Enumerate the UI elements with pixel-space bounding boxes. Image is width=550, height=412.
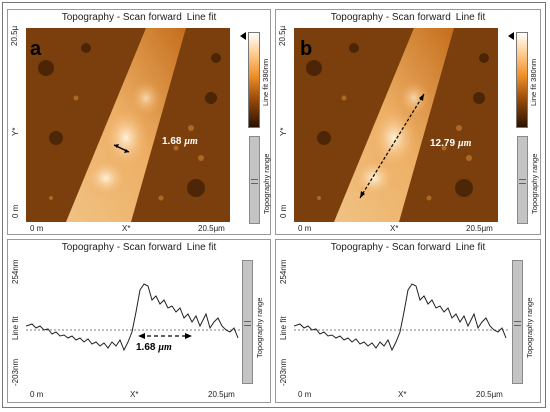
- panel-b-profile: Topography - Scan forward Line fit 254nm …: [275, 239, 541, 403]
- panel-b-colorbar: [516, 32, 528, 128]
- range-marker: [244, 321, 251, 326]
- panel-b-range-bar: [517, 136, 528, 224]
- panel-a-letter: a: [30, 38, 42, 60]
- panel-a-profile-title: Topography - Scan forward Line fit: [61, 242, 217, 253]
- panel-b-y-bottom: 0 m: [279, 204, 288, 218]
- panel-a-x-mid: X*: [122, 224, 131, 233]
- panel-b-profile-plot: [293, 256, 508, 386]
- panel-a-range-label: Topography range: [262, 153, 271, 214]
- panel-a-profile-range-bar: [242, 260, 253, 384]
- panel-b-image: Topography - Scan forward Line fit 20.5µ …: [275, 9, 541, 235]
- panel-b-profile-x-right: 20.5µm: [476, 390, 503, 399]
- panel-a-image: Topography - Scan forward Line fit 20.5µ …: [7, 9, 271, 235]
- panel-b-y-mid: Y*: [279, 127, 288, 136]
- panel-a-profile-x-right: 20.5µm: [208, 390, 235, 399]
- panel-b-colorbar-marker: [508, 32, 514, 40]
- range-marker: [514, 321, 521, 326]
- figure-frame: Topography - Scan forward Line fit 20.5µ …: [2, 2, 546, 408]
- panel-a-profile-y-top: 254nm: [11, 259, 20, 284]
- panel-a-y-mid: Y*: [11, 127, 20, 136]
- panel-b-image-title: Topography - Scan forward Line fit: [330, 12, 486, 23]
- panel-b-measurement: 12.79 µm: [430, 138, 472, 149]
- panel-b-x-mid: X*: [390, 224, 399, 233]
- panel-b-profile-y-top: 254nm: [279, 259, 288, 284]
- panel-a-profile-y-mid: Line fit: [11, 316, 20, 340]
- panel-b-afm-image: b 12.79 µm: [294, 28, 498, 222]
- panel-a-x-right: 20.5µm: [198, 224, 225, 233]
- panel-a-image-title: Topography - Scan forward Line fit: [61, 12, 217, 23]
- panel-b-profile-range-bar: [512, 260, 523, 384]
- panel-a-profile-measurement: 1.68 µm: [136, 342, 172, 353]
- panel-a-profile-plot: 1.68 µm: [25, 256, 240, 386]
- panel-a-colorbar-label: Line fit 380nm: [261, 58, 270, 106]
- panel-b-profile-x-mid: X*: [398, 390, 407, 399]
- panel-b-range-label: Topography range: [530, 153, 539, 214]
- panel-b-profile-y-mid: Line fit: [279, 316, 288, 340]
- panel-b-profile-x-left: 0 m: [298, 390, 312, 399]
- panel-a-colorbar: [248, 32, 260, 128]
- panel-a-profile-x-left: 0 m: [30, 390, 44, 399]
- panel-b-profile-y-bottom: -203nm: [279, 358, 288, 386]
- panel-b-profile-title: Topography - Scan forward Line fit: [330, 242, 486, 253]
- panel-a-x-left: 0 m: [30, 224, 44, 233]
- range-marker: [519, 179, 526, 184]
- panel-a-measurement: 1.68 µm: [162, 136, 198, 147]
- panel-b-x-left: 0 m: [298, 224, 312, 233]
- panel-a-profile-range-label: Topography range: [255, 297, 264, 358]
- range-marker: [251, 179, 258, 184]
- panel-a-y-top: 20.5µ: [10, 25, 19, 46]
- panel-b-x-right: 20.5µm: [466, 224, 493, 233]
- panel-a-profile-y-bottom: -203nm: [11, 358, 20, 386]
- panel-b-profile-range-label: Topography range: [525, 297, 534, 358]
- panel-b-colorbar-label: Line fit 380nm: [529, 58, 538, 106]
- panel-a-range-bar: [249, 136, 260, 224]
- panel-a-y-bottom: 0 m: [11, 204, 20, 218]
- panel-b-letter: b: [300, 38, 313, 60]
- panel-b-y-top: 20.5µ: [278, 25, 287, 46]
- panel-a-profile: Topography - Scan forward Line fit 254nm …: [7, 239, 271, 403]
- panel-a-colorbar-marker: [240, 32, 246, 40]
- panel-a-afm-image: a 1.68 µm: [26, 28, 230, 222]
- panel-a-profile-x-mid: X*: [130, 390, 139, 399]
